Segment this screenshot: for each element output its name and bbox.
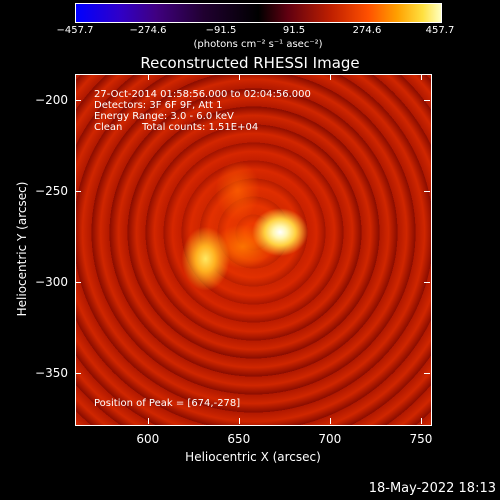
y-tick-mark [424,281,430,283]
y-tick-label: −350 [35,365,68,380]
x-tick-mark [420,418,422,424]
y-tick-mark [424,99,430,101]
colorbar-tick: 91.5 [282,25,306,36]
x-tick-mark [147,74,149,80]
x-tick-mark [147,418,149,424]
detectors-annotation: Detectors: 3F 6F 9F, Att 1 [94,100,223,111]
x-axis-label: Heliocentric X (arcsec) [185,450,321,464]
peak-position-annotation: Position of Peak = [674,-278] [94,398,241,409]
y-tick-label: −250 [35,183,68,198]
x-tick-mark [238,418,240,424]
colorbar-tick: −91.5 [205,25,237,36]
x-tick-label: 600 [136,432,160,446]
chart-title: Reconstructed RHESSI Image [140,54,360,72]
x-tick-label: 700 [318,432,342,446]
y-tick-mark [424,372,430,374]
colorbar-tick: 274.6 [352,25,382,36]
y-tick-mark [75,372,81,374]
x-tick-label: 750 [409,432,433,446]
time-range-annotation: 27-Oct-2014 01:58:56.000 to 02:04:56.000 [94,89,311,100]
colorbar-tick: −274.6 [129,25,167,36]
y-tick-label: −300 [35,274,68,289]
y-axis-label: Heliocentric Y (arcsec) [15,181,29,317]
y-tick-mark [75,190,81,192]
method-annotation: Clean [94,122,123,133]
colorbar-tick: 457.7 [425,25,455,36]
y-tick-mark [424,190,430,192]
total-counts-annotation: Total counts: 1.51E+04 [142,122,259,133]
energy-annotation: Energy Range: 3.0 - 6.0 keV [94,111,234,122]
x-tick-mark [238,74,240,80]
timestamp: 18-May-2022 18:13 [368,481,496,496]
y-tick-label: −200 [35,92,68,107]
y-tick-mark [75,281,81,283]
y-tick-mark [75,99,81,101]
colorbar [75,3,442,23]
x-tick-label: 650 [227,432,251,446]
colorbar-unit-label: (photons cm⁻² s⁻¹ asec⁻²) [193,39,323,50]
heatmap-image: 27-Oct-2014 01:58:56.000 to 02:04:56.000… [75,74,432,426]
x-tick-mark [329,74,331,80]
colorbar-tick: −457.7 [56,25,94,36]
x-tick-mark [329,418,331,424]
x-tick-mark [420,74,422,80]
